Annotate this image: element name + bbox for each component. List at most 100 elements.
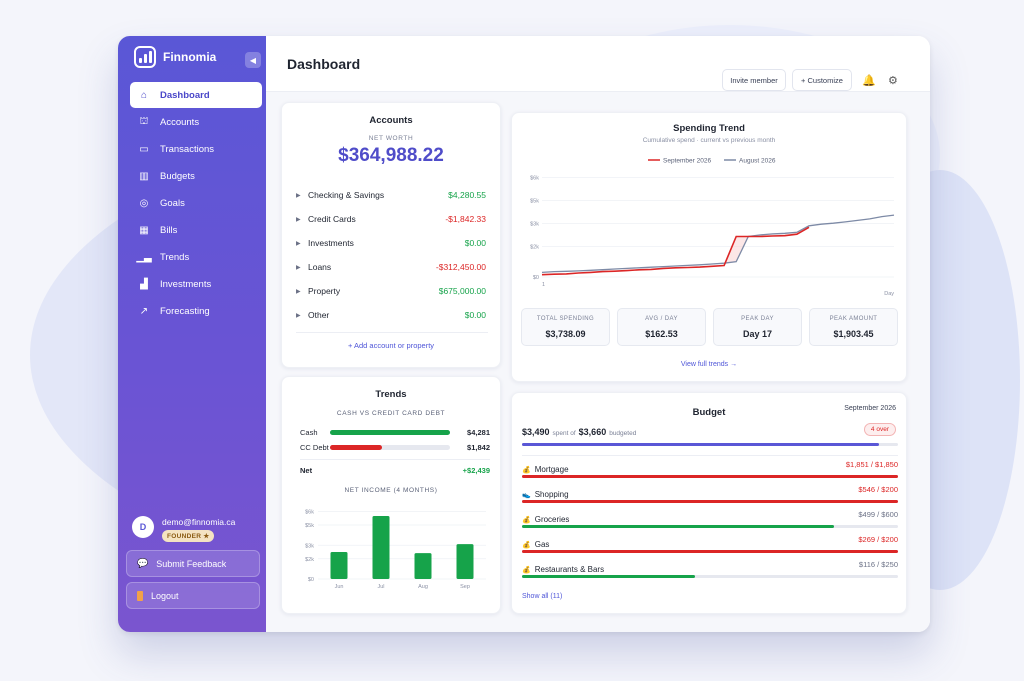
budget-fill xyxy=(522,500,898,503)
x-tick-label: 1 xyxy=(542,282,545,288)
account-row[interactable]: ▶ Checking & Savings $4,280.55 xyxy=(296,187,486,203)
account-value: $4,280.55 xyxy=(448,190,486,200)
income-bar[interactable] xyxy=(372,516,390,579)
budget-row[interactable]: 💰 Restaurants & Bars $116 / $250 xyxy=(522,560,898,593)
sidebar-item-label: Dashboard xyxy=(160,89,210,101)
sidebar-item-label: Budgets xyxy=(160,170,195,182)
account-row[interactable]: ▶ Credit Cards -$1,842.33 xyxy=(296,211,486,227)
account-value: -$312,450.00 xyxy=(435,262,486,272)
sidebar-item-budgets[interactable]: ▥ Budgets xyxy=(130,163,262,189)
sidebar-item-label: Goals xyxy=(160,197,185,209)
stat-tile: TOTAL SPENDING $3,738.09 xyxy=(521,308,610,346)
budget-row[interactable]: 💰 Mortgage $1,851 / $1,850 xyxy=(522,460,898,493)
submit-feedback-button[interactable]: 💬 Submit Feedback xyxy=(126,550,260,577)
spending-trend-title: Spending Trend xyxy=(673,123,745,134)
budget-row[interactable]: 👟 Shopping $546 / $200 xyxy=(522,485,898,518)
y-tick-label: $0 xyxy=(308,577,314,583)
cash-fill xyxy=(330,429,450,435)
cc-debt-fill xyxy=(330,444,382,450)
budget-category: Mortgage xyxy=(534,465,569,474)
account-name: Credit Cards xyxy=(308,214,356,224)
budget-fill xyxy=(522,575,695,578)
account-name: Other xyxy=(308,310,330,320)
expand-caret-icon[interactable]: ▶ xyxy=(296,312,301,319)
legend-label: September 2026 xyxy=(663,158,711,165)
stat-value: $162.53 xyxy=(645,329,678,339)
budget-amount: $116 / $250 xyxy=(858,560,898,569)
budget-summary: $3,490 spent of $3,660 budgeted xyxy=(522,427,636,437)
brand-logo-icon xyxy=(134,46,156,68)
y-tick-label: $3k xyxy=(530,221,539,227)
sidebar-item-investments[interactable]: ▟ Investments xyxy=(130,271,262,297)
top-bar: Dashboard Invite member + Customize 🔔 ⚙ xyxy=(266,36,930,92)
logout-icon xyxy=(137,590,143,601)
show-all-budgets-link[interactable]: Show all (11) xyxy=(522,593,563,600)
account-row[interactable]: ▶ Property $675,000.00 xyxy=(296,283,486,299)
expand-caret-icon[interactable]: ▶ xyxy=(296,216,301,223)
founder-badge: FOUNDER ★ xyxy=(162,530,215,542)
net-worth-value: $364,988.22 xyxy=(338,145,444,166)
budget-row[interactable]: 💰 Groceries $499 / $600 xyxy=(522,510,898,543)
sidebar-item-forecasting[interactable]: ↗ Forecasting xyxy=(130,298,262,324)
customize-button[interactable]: + Customize xyxy=(792,69,852,91)
trend-bars-icon: ▁▃ xyxy=(136,251,152,263)
y-tick-label: $6k xyxy=(530,176,539,182)
bell-icon[interactable]: 🔔 xyxy=(862,75,876,87)
accounts-title: Accounts xyxy=(369,115,413,126)
card-icon: ▭ xyxy=(139,143,149,155)
budget-period: September 2026 xyxy=(844,405,896,412)
sidebar-item-accounts[interactable]: ⛫ Accounts xyxy=(130,109,262,135)
x-tick-label: Sep xyxy=(460,584,470,590)
stat-tile: PEAK AMOUNT $1,903.45 xyxy=(809,308,898,346)
budget-amount: $546 / $200 xyxy=(858,485,898,494)
net-value: +$2,439 xyxy=(462,465,490,475)
stat-label: PEAK DAY xyxy=(741,316,774,322)
expand-caret-icon[interactable]: ▶ xyxy=(296,240,301,247)
expand-caret-icon[interactable]: ▶ xyxy=(296,192,301,199)
income-bar[interactable] xyxy=(414,553,432,579)
income-bar[interactable] xyxy=(330,552,348,579)
budget-category: Gas xyxy=(534,540,550,549)
x-tick-label: Jun xyxy=(335,584,344,590)
legend-entry: August 2026 xyxy=(724,158,776,165)
account-row[interactable]: ▶ Investments $0.00 xyxy=(296,235,486,251)
account-row[interactable]: ▶ Other $0.00 xyxy=(296,307,486,323)
chevron-left-icon[interactable]: ◀ xyxy=(245,52,261,68)
budget-amount: $1,851 / $1,850 xyxy=(845,460,898,469)
net-worth-label: NET WORTH xyxy=(368,135,414,142)
cc-debt-label: CC Debt xyxy=(300,442,329,452)
budget-row[interactable]: 💰 Gas $269 / $200 xyxy=(522,535,898,568)
spending-trend-card: Spending Trend Cumulative spend · curren… xyxy=(511,112,907,382)
account-name: Property xyxy=(308,286,341,296)
sidebar-item-bills[interactable]: ▦ Bills xyxy=(130,217,262,243)
sidebar-item-dashboard[interactable]: ⌂ Dashboard xyxy=(130,82,262,108)
cash-label: Cash xyxy=(300,427,318,437)
over-budget-badge: 4 over xyxy=(863,423,896,436)
trend-up-icon: ↗ xyxy=(139,305,149,317)
stat-label: PEAK AMOUNT xyxy=(829,316,878,322)
income-bar[interactable] xyxy=(456,544,474,579)
sidebar-item-goals[interactable]: ◎ Goals xyxy=(130,190,262,216)
budget-track xyxy=(522,575,898,578)
account-value: $675,000.00 xyxy=(438,286,486,296)
invite-member-button[interactable]: Invite member xyxy=(722,69,786,91)
stat-label: TOTAL SPENDING xyxy=(536,316,595,322)
expand-caret-icon[interactable]: ▶ xyxy=(296,264,301,271)
cc-debt-row: CC Debt $1,842 xyxy=(300,440,490,454)
y-tick-label: $0 xyxy=(533,275,539,281)
expand-caret-icon[interactable]: ▶ xyxy=(296,288,301,295)
user-profile[interactable]: D demo@finnomia.ca FOUNDER ★ xyxy=(128,512,262,546)
home-icon: ⌂ xyxy=(140,89,148,101)
sidebar-item-trends[interactable]: ▁▃ Trends xyxy=(130,244,262,270)
brand[interactable]: Finnomia xyxy=(134,46,216,68)
view-full-trends-link[interactable]: View full trends → xyxy=(680,361,738,368)
gear-icon[interactable]: ⚙ xyxy=(888,75,898,87)
logout-button[interactable]: Logout xyxy=(126,582,260,609)
budget-track xyxy=(522,550,898,553)
add-account-link[interactable]: + Add account or property xyxy=(347,341,435,350)
sidebar-item-transactions[interactable]: ▭ Transactions xyxy=(130,136,262,162)
net-row: Net +$2,439 xyxy=(300,463,490,477)
account-row[interactable]: ▶ Loans -$312,450.00 xyxy=(296,259,486,275)
budget-card: Budget September 2026 $3,490 spent of $3… xyxy=(511,392,907,614)
spending-trend-subtitle: Cumulative spend · current vs previous m… xyxy=(642,137,776,144)
